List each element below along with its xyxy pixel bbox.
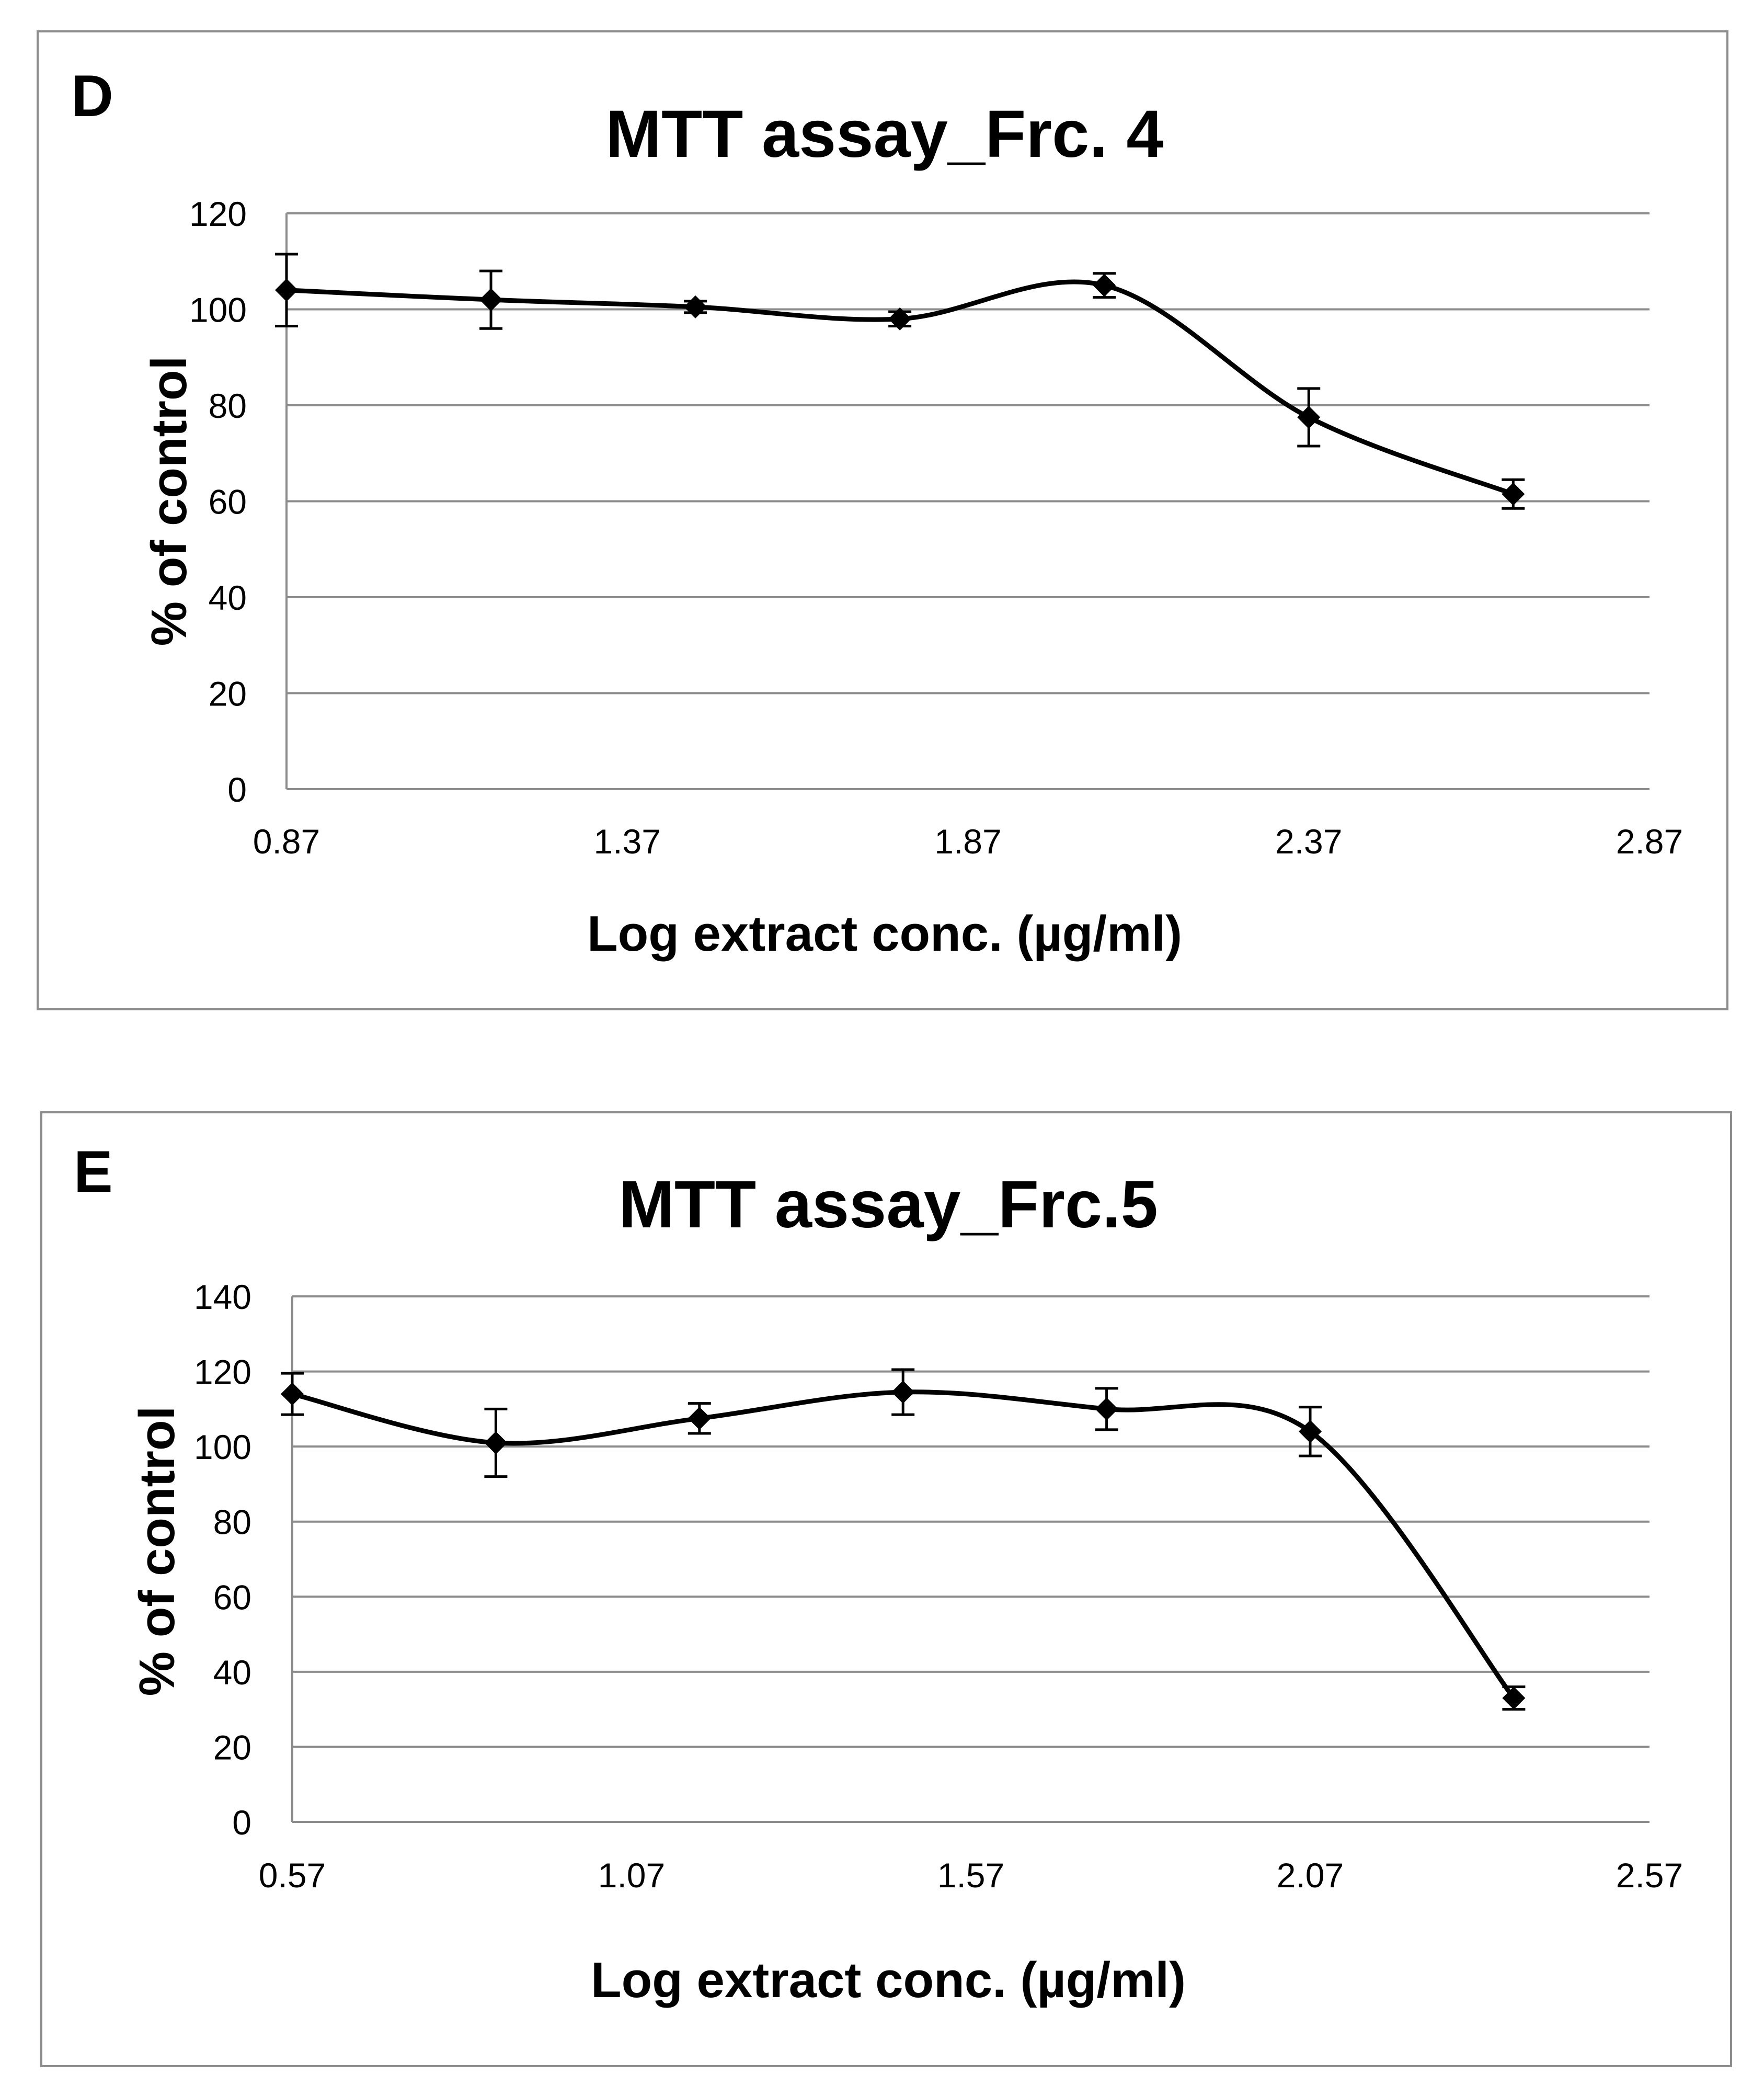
x-tick-label: 2.37 xyxy=(1275,822,1342,861)
chart-panel-e: E MTT assay_Frc.5 Log extract conc. (µg/… xyxy=(40,1111,1732,2067)
data-point-marker xyxy=(688,1407,711,1430)
data-point-marker xyxy=(479,288,503,312)
chart-d-svg: D MTT assay_Frc. 4 Log extract conc. (µg… xyxy=(71,63,1683,962)
chart-title: MTT assay_Frc. 4 xyxy=(605,97,1163,172)
y-tick-label: 120 xyxy=(194,1353,251,1392)
y-tick-label: 140 xyxy=(194,1278,251,1316)
grid-lines xyxy=(287,212,1650,694)
y-tick-label: 40 xyxy=(213,1653,251,1692)
y-tick-labels: 0 20 40 60 80 100 120 140 xyxy=(194,1278,251,1842)
x-tick-label: 1.57 xyxy=(937,1856,1004,1895)
x-tick-label: 2.07 xyxy=(1277,1856,1344,1895)
x-tick-label: 0.57 xyxy=(259,1856,326,1895)
y-axis-label: % of control xyxy=(141,356,197,646)
x-tick-labels: 0.87 1.37 1.87 2.37 2.87 xyxy=(253,822,1683,861)
y-tick-label: 0 xyxy=(227,770,247,809)
data-point-marker xyxy=(1299,1420,1322,1443)
grid-lines xyxy=(292,1295,1650,1748)
data-point-marker xyxy=(684,295,707,318)
x-axis-label: Log extract conc. (µg/ml) xyxy=(587,906,1182,962)
data-point-marker xyxy=(1095,1397,1118,1421)
y-tick-label: 100 xyxy=(194,1428,251,1466)
chart-title: MTT assay_Frc.5 xyxy=(618,1167,1158,1242)
axes xyxy=(291,1296,1650,1823)
y-tick-label: 80 xyxy=(213,1503,251,1542)
chart-e-svg: E MTT assay_Frc.5 Log extract conc. (µg/… xyxy=(74,1139,1683,2008)
y-tick-label: 0 xyxy=(232,1803,251,1842)
data-point-marker xyxy=(891,1381,915,1404)
data-point-marker xyxy=(1502,482,1525,506)
x-tick-label: 2.87 xyxy=(1616,822,1683,861)
data-point-marker xyxy=(1093,274,1116,297)
y-tick-label: 80 xyxy=(209,386,247,425)
data-point-marker xyxy=(275,278,298,302)
x-tick-label: 1.87 xyxy=(934,822,1001,861)
panel-letter: D xyxy=(71,63,113,129)
data-point-marker xyxy=(484,1431,508,1454)
y-tick-label: 60 xyxy=(209,483,247,521)
data-point-marker xyxy=(888,307,912,331)
x-tick-label: 2.57 xyxy=(1616,1856,1683,1895)
x-tick-label: 0.87 xyxy=(253,822,320,861)
chart-panel-d: D MTT assay_Frc. 4 Log extract conc. (µg… xyxy=(37,30,1728,1010)
series-line xyxy=(290,1389,1516,1701)
y-tick-label: 100 xyxy=(189,291,247,329)
data-series xyxy=(281,1368,1526,1711)
data-point-marker xyxy=(1502,1686,1526,1710)
x-tick-labels: 0.57 1.07 1.57 2.07 2.57 xyxy=(259,1856,1683,1895)
y-tick-label: 20 xyxy=(209,675,247,713)
y-axis-label: % of control xyxy=(129,1406,185,1696)
x-axis-label: Log extract conc. (µg/ml) xyxy=(591,1952,1186,2008)
x-tick-label: 1.37 xyxy=(594,822,661,861)
panel-letter: E xyxy=(74,1139,113,1204)
y-tick-label: 20 xyxy=(213,1728,251,1767)
y-tick-label: 40 xyxy=(209,578,247,617)
x-tick-label: 1.07 xyxy=(598,1856,665,1895)
y-tick-label: 120 xyxy=(189,195,247,233)
y-tick-labels: 0 20 40 60 80 100 120 xyxy=(189,195,247,809)
data-point-marker xyxy=(1297,405,1321,429)
data-point-marker xyxy=(281,1382,304,1406)
y-tick-label: 60 xyxy=(213,1578,251,1616)
data-series xyxy=(275,253,1525,510)
